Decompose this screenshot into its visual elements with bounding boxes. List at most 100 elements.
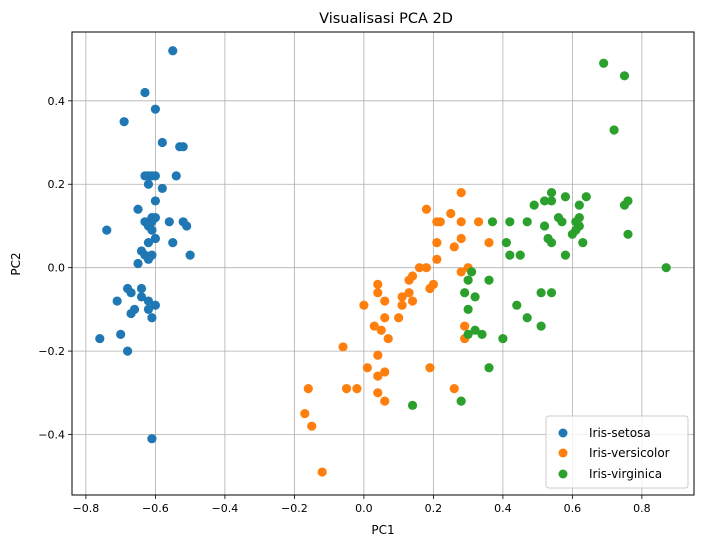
data-point [157, 137, 167, 148]
data-point [421, 263, 432, 273]
data-point [484, 275, 494, 285]
data-point [143, 296, 154, 306]
x-axis-label: PC1 [371, 523, 394, 537]
data-point [150, 233, 160, 244]
data-point [338, 342, 348, 352]
data-point [560, 250, 571, 260]
data-point [470, 325, 480, 335]
data-point [143, 254, 154, 264]
data-point [373, 350, 383, 360]
data-point [560, 192, 571, 202]
data-point [460, 321, 470, 331]
chart-title: Visualisasi PCA 2D [319, 11, 453, 27]
data-point [143, 304, 154, 314]
data-point [352, 384, 362, 394]
data-point [380, 296, 390, 306]
data-point [380, 313, 390, 323]
x-tick-label: 0.2 [425, 502, 443, 515]
data-point [536, 321, 546, 331]
data-point [373, 279, 383, 289]
data-point [407, 400, 418, 410]
data-point [116, 329, 126, 340]
data-point [147, 225, 157, 235]
data-point [150, 171, 160, 181]
data-point [619, 200, 630, 210]
data-point [95, 333, 105, 344]
data-point [425, 283, 435, 294]
data-point [397, 300, 407, 310]
data-point [432, 238, 442, 248]
plot-area-frame [71, 31, 695, 496]
data-point [168, 46, 178, 56]
data-point [557, 217, 567, 227]
data-point [126, 308, 136, 319]
data-point [317, 467, 327, 477]
data-point [484, 363, 494, 373]
data-point [157, 183, 167, 194]
x-tick-label: −0.4 [212, 502, 239, 515]
legend-label-virginica: Iris-virginica [589, 467, 662, 481]
data-point [522, 313, 532, 323]
x-tick-label: 0.8 [633, 502, 651, 515]
x-axis-ticks: −0.8 −0.6 −0.4 −0.2 0.0 0.2 0.4 0.6 0.8 [73, 495, 651, 515]
legend-marker-setosa [558, 428, 568, 438]
series-iris-versicolor [300, 187, 494, 477]
data-point [182, 221, 192, 231]
data-point [546, 196, 557, 206]
x-tick-label: −0.6 [142, 502, 169, 515]
legend-marker-virginica [558, 469, 568, 479]
data-point [300, 409, 310, 419]
data-point [119, 117, 129, 127]
data-point [435, 217, 445, 227]
data-point [467, 267, 477, 277]
data-point [341, 384, 352, 394]
data-point [122, 346, 133, 356]
x-tick-label: 0.0 [355, 502, 373, 515]
data-point [136, 283, 147, 294]
data-point [539, 221, 550, 231]
data-point [460, 288, 470, 298]
data-point [470, 292, 480, 302]
data-point [456, 217, 466, 227]
y-tick-label: 0.4 [48, 95, 66, 108]
data-point [147, 313, 157, 323]
x-tick-label: 0.4 [494, 502, 512, 515]
data-point [463, 275, 473, 285]
x-tick-label: −0.8 [73, 502, 100, 515]
data-point [102, 225, 112, 235]
data-point [661, 263, 671, 273]
data-point [373, 371, 383, 381]
legend-box [545, 415, 689, 489]
data-point [359, 300, 369, 310]
data-point [150, 196, 160, 206]
x-tick-label: −0.2 [281, 502, 308, 515]
data-point [546, 288, 557, 298]
data-point [536, 288, 546, 298]
data-point [449, 242, 459, 252]
data-point [380, 367, 390, 377]
data-point [546, 187, 557, 198]
data-point [362, 363, 372, 373]
data-point [619, 71, 630, 81]
data-point [473, 217, 484, 227]
data-point [136, 292, 147, 302]
data-point [150, 104, 160, 114]
data-point [456, 233, 466, 244]
legend-marker-versicolor [558, 448, 568, 458]
data-point [369, 321, 379, 331]
data-point [567, 229, 577, 239]
data-point [414, 263, 425, 273]
data-point [380, 396, 390, 406]
grid-lines [72, 32, 694, 495]
data-point [376, 325, 386, 335]
data-point [546, 238, 557, 248]
data-point [512, 300, 522, 310]
data-point [178, 142, 188, 152]
data-point [456, 396, 466, 406]
data-point [425, 363, 435, 373]
data-point [383, 333, 393, 344]
data-point [449, 384, 459, 394]
data-point [539, 196, 550, 206]
data-point [581, 192, 591, 202]
data-point [112, 296, 122, 306]
